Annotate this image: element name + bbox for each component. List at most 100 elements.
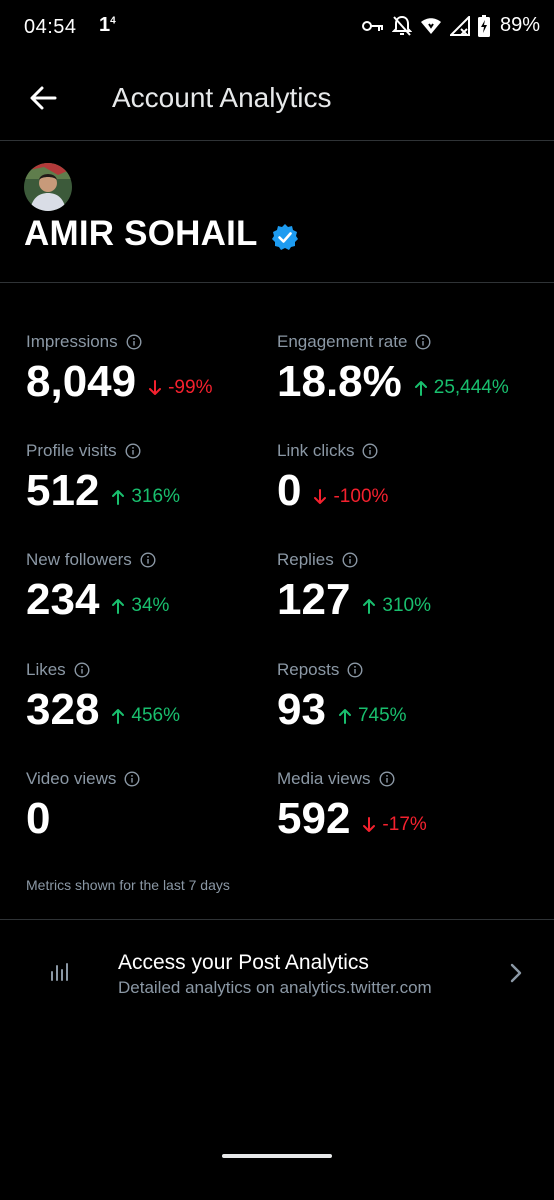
metric-label-text: Media views <box>277 769 371 788</box>
metric-replies: Replies 127 310% <box>277 550 527 626</box>
metric-label: New followers <box>26 550 276 570</box>
metric-label: Profile visits <box>26 441 276 461</box>
avatar[interactable] <box>24 163 72 211</box>
metric-label-text: New followers <box>26 550 132 569</box>
metric-row: 234 34% <box>26 574 276 626</box>
chevron-right-icon <box>510 963 522 983</box>
metric-label-text: Profile visits <box>26 441 117 460</box>
verified-badge-icon <box>272 224 298 250</box>
arrow-up-icon <box>112 599 125 614</box>
info-icon[interactable] <box>342 552 358 568</box>
metric-video-views: Video views 0 <box>26 769 276 845</box>
metric-row: 93 745% <box>277 684 527 736</box>
metric-change-text: 316% <box>131 486 181 507</box>
metric-value: 0 <box>277 466 302 515</box>
arrow-left-icon <box>30 86 57 110</box>
metric-label-text: Engagement rate <box>277 332 408 351</box>
metric-change: 316% <box>111 486 180 508</box>
info-icon[interactable] <box>125 443 141 459</box>
info-icon[interactable] <box>126 334 142 350</box>
info-icon[interactable] <box>74 662 90 678</box>
status-time: 04:54 <box>24 16 77 38</box>
signal-icon <box>449 15 470 36</box>
app-bar: Account Analytics <box>0 56 554 141</box>
metric-change: 310% <box>362 595 431 617</box>
metric-change-text: 25,444% <box>433 377 509 398</box>
status-notification-text: 1 <box>99 14 111 36</box>
arrow-down-icon <box>314 489 327 504</box>
arrow-down-icon <box>149 380 162 395</box>
battery-icon <box>477 14 490 37</box>
arrow-down-icon <box>363 817 376 832</box>
post-analytics-link[interactable]: Access your Post Analytics Detailed anal… <box>0 920 554 1020</box>
notifications-off-icon <box>391 15 412 36</box>
metric-value: 93 <box>277 685 326 734</box>
metric-label: Media views <box>277 769 527 789</box>
info-icon[interactable] <box>347 662 363 678</box>
metric-row: 512 316% <box>26 465 276 517</box>
status-bar: 04:54 14 <box>0 0 554 56</box>
metric-change: 34% <box>111 595 169 617</box>
metric-change-text: -100% <box>333 486 389 507</box>
status-icons: 89% <box>361 14 540 37</box>
profile-header: AMIR SOHAIL <box>0 141 554 283</box>
post-analytics-subtitle: Detailed analytics on analytics.twitter.… <box>118 978 432 997</box>
metric-label: Reposts <box>277 660 527 680</box>
home-indicator[interactable] <box>222 1154 332 1158</box>
arrow-up-icon <box>112 709 125 724</box>
metric-value: 8,049 <box>26 357 137 406</box>
metric-change: 25,444% <box>414 377 509 399</box>
post-analytics-title: Access your Post Analytics <box>118 951 369 974</box>
metric-impressions: Impressions 8,049 -99% <box>26 332 276 408</box>
metric-change-text: 745% <box>357 705 407 726</box>
metric-change: -99% <box>148 377 212 399</box>
info-icon[interactable] <box>362 443 378 459</box>
info-icon[interactable] <box>140 552 156 568</box>
divider <box>0 919 554 920</box>
metric-label-text: Link clicks <box>277 441 355 460</box>
metric-engagement-rate: Engagement rate 18.8% 25,444% <box>277 332 527 408</box>
metric-link-clicks: Link clicks 0 -100% <box>277 441 527 517</box>
back-button[interactable] <box>26 80 62 116</box>
bar-chart-icon <box>51 963 68 981</box>
metric-row: 18.8% 25,444% <box>277 356 527 408</box>
metric-row: 0 -100% <box>277 465 527 517</box>
metric-label-text: Replies <box>277 550 334 569</box>
metric-change-text: 310% <box>382 595 432 616</box>
metric-change: -17% <box>362 814 427 836</box>
metric-media-views: Media views 592 -17% <box>277 769 527 845</box>
vpn-key-icon <box>361 20 383 31</box>
arrow-up-icon <box>112 490 125 505</box>
metric-likes: Likes 328 456% <box>26 660 276 736</box>
info-icon[interactable] <box>124 771 140 787</box>
metric-change: 745% <box>338 705 407 727</box>
metric-label: Impressions <box>26 332 276 352</box>
info-icon[interactable] <box>415 334 431 350</box>
metric-label: Likes <box>26 660 276 680</box>
metric-label-text: Reposts <box>277 660 340 679</box>
metric-reposts: Reposts 93 745% <box>277 660 527 736</box>
metric-value: 512 <box>26 466 100 515</box>
arrow-up-icon <box>363 599 376 614</box>
metric-value: 328 <box>26 685 100 734</box>
metric-value: 18.8% <box>277 357 402 406</box>
metric-row: 127 310% <box>277 574 527 626</box>
metric-value: 234 <box>26 575 100 624</box>
metric-change-text: 456% <box>131 705 181 726</box>
metric-change-text: -99% <box>168 377 213 398</box>
metric-value: 0 <box>26 794 51 843</box>
metric-change-text: -17% <box>382 814 427 835</box>
metric-label: Replies <box>277 550 527 570</box>
metric-change: -100% <box>313 486 388 508</box>
metric-new-followers: New followers 234 34% <box>26 550 276 626</box>
metric-row: 592 -17% <box>277 793 527 845</box>
arrow-up-icon <box>338 709 351 724</box>
metric-row: 328 456% <box>26 684 276 736</box>
info-icon[interactable] <box>379 771 395 787</box>
metric-value: 127 <box>277 575 351 624</box>
metrics-note: Metrics shown for the last 7 days <box>26 877 230 893</box>
battery-percentage: 89% <box>499 14 540 36</box>
arrow-up-icon <box>414 381 427 396</box>
metric-row: 8,049 -99% <box>26 356 276 408</box>
